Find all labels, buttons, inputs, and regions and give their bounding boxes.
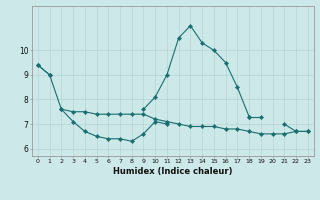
X-axis label: Humidex (Indice chaleur): Humidex (Indice chaleur) (113, 167, 233, 176)
